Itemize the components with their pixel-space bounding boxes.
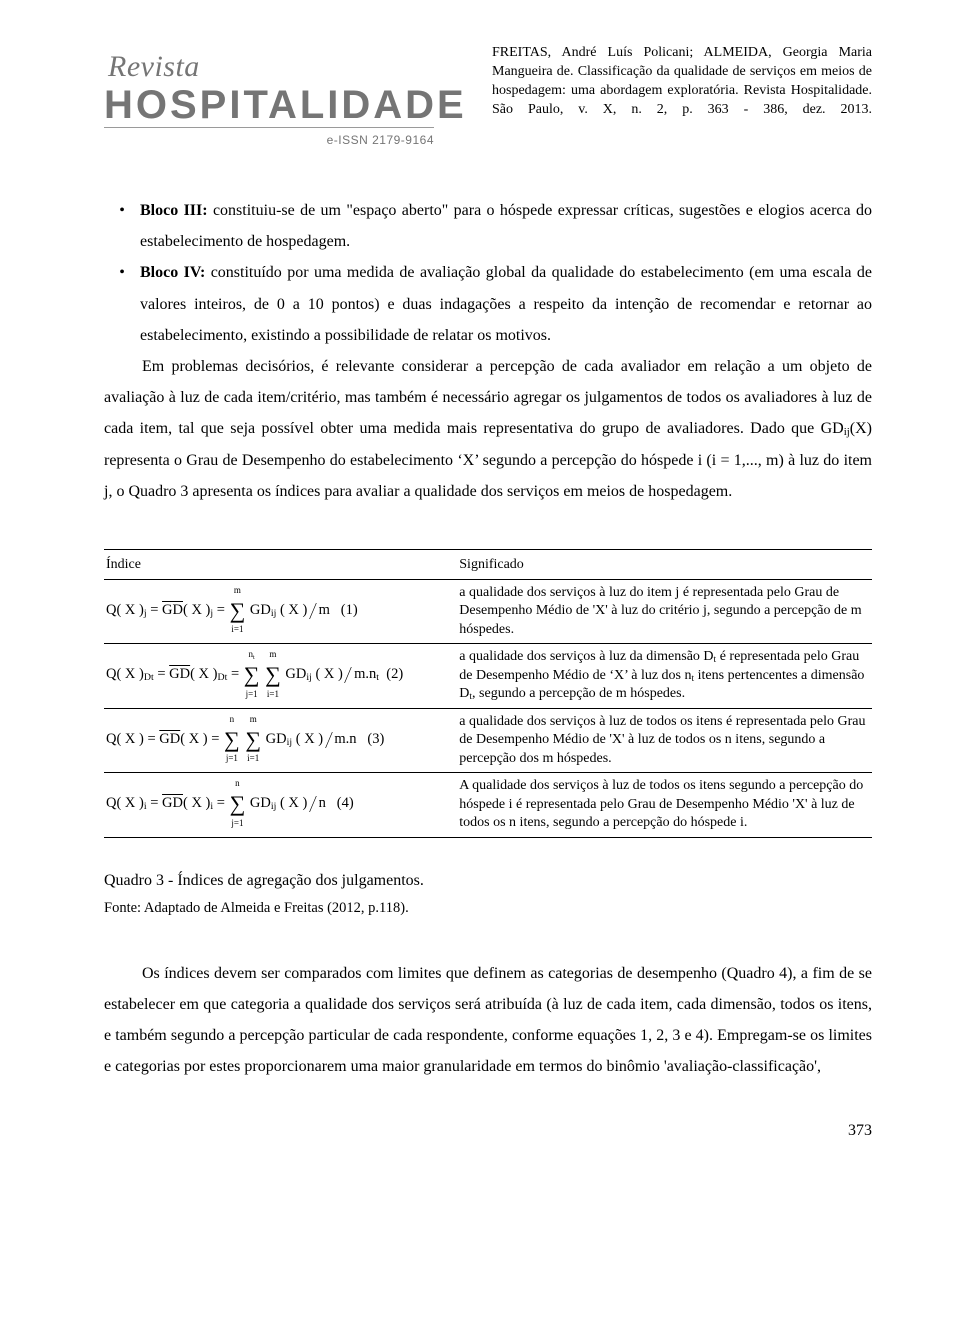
table-row: Q( X ) = GD( X ) = n∑j=1 m∑i=1 GDij ( X …: [104, 708, 872, 772]
signif-text-1: a qualidade dos serviços à luz do item j…: [459, 585, 861, 637]
table-row: Q( X )j = GD( X )j = m∑i=1 GDij ( X ) ⁄ …: [104, 579, 872, 643]
closing-paragraph-block: Os índices devem ser comparados com limi…: [104, 958, 872, 1083]
table-row: Q( X )Dt = GD( X )Dt = nt∑j=1 m∑i=1 GDij…: [104, 644, 872, 709]
logo-main-word: HOSPITALIDADE: [104, 83, 434, 128]
header-significado: Significado: [457, 549, 872, 579]
table-row: Q( X )i = GD( X )i = n∑j=1 GDij ( X ) ⁄ …: [104, 773, 872, 837]
page-number: 373: [104, 1119, 872, 1143]
signif-cell-2: a qualidade dos serviços à luz da dimens…: [457, 644, 872, 709]
formula-cell-3: Q( X ) = GD( X ) = n∑j=1 m∑i=1 GDij ( X …: [104, 708, 457, 772]
main-paragraph: Em problemas decisórios, é relevante con…: [104, 351, 872, 507]
bullet-marker: •: [104, 195, 140, 257]
bullet-content-4: Bloco IV: constituído por uma medida de …: [140, 257, 872, 351]
page-header: Revista HOSPITALIDADE e-ISSN 2179-9164 F…: [104, 44, 872, 149]
table-caption: Quadro 3 - Índices de agregação dos julg…: [104, 866, 872, 896]
header-indice: Índice: [104, 549, 457, 579]
bloco3-label: Bloco III:: [140, 202, 208, 219]
formula-cell-1: Q( X )j = GD( X )j = m∑i=1 GDij ( X ) ⁄ …: [104, 579, 457, 643]
bloco4-text: constituído por uma medida de avaliação …: [140, 264, 872, 343]
body-text-block: • Bloco III: constituiu-se de um "espaço…: [104, 195, 872, 507]
formula-cell-2: Q( X )Dt = GD( X )Dt = nt∑j=1 m∑i=1 GDij…: [104, 644, 457, 709]
indices-table-wrap: Índice Significado Q( X )j = GD( X )j = …: [104, 549, 872, 838]
article-citation: FREITAS, André Luís Policani; ALMEIDA, G…: [492, 44, 872, 120]
bullet-content-3: Bloco III: constituiu-se de um "espaço a…: [140, 195, 872, 257]
indices-table: Índice Significado Q( X )j = GD( X )j = …: [104, 549, 872, 838]
signif-cell-1: a qualidade dos serviços à luz do item j…: [457, 579, 872, 643]
bullet-marker: •: [104, 257, 140, 351]
signif-cell-4: A qualidade dos serviços à luz de todos …: [457, 773, 872, 837]
closing-paragraph: Os índices devem ser comparados com limi…: [104, 958, 872, 1083]
table-source: Fonte: Adaptado de Almeida e Freitas (20…: [104, 898, 872, 920]
signif-text-3: a qualidade dos serviços à luz de todos …: [459, 714, 865, 766]
logo-issn: e-ISSN 2179-9164: [104, 131, 434, 149]
formula-cell-4: Q( X )i = GD( X )i = n∑j=1 GDij ( X ) ⁄ …: [104, 773, 457, 837]
journal-logo: Revista HOSPITALIDADE e-ISSN 2179-9164: [104, 44, 434, 149]
signif-text-4: A qualidade dos serviços à luz de todos …: [459, 778, 863, 830]
bullet-bloco-4: • Bloco IV: constituído por uma medida d…: [104, 257, 872, 351]
table-header-row: Índice Significado: [104, 549, 872, 579]
signif-cell-3: a qualidade dos serviços à luz de todos …: [457, 708, 872, 772]
main-paragraph-text: Em problemas decisórios, é relevante con…: [104, 358, 872, 500]
bloco4-label: Bloco IV:: [140, 264, 205, 281]
citation-text: FREITAS, André Luís Policani; ALMEIDA, G…: [492, 45, 872, 117]
bullet-bloco-3: • Bloco III: constituiu-se de um "espaço…: [104, 195, 872, 257]
bloco3-text: constituiu-se de um "espaço aberto" para…: [140, 202, 872, 250]
